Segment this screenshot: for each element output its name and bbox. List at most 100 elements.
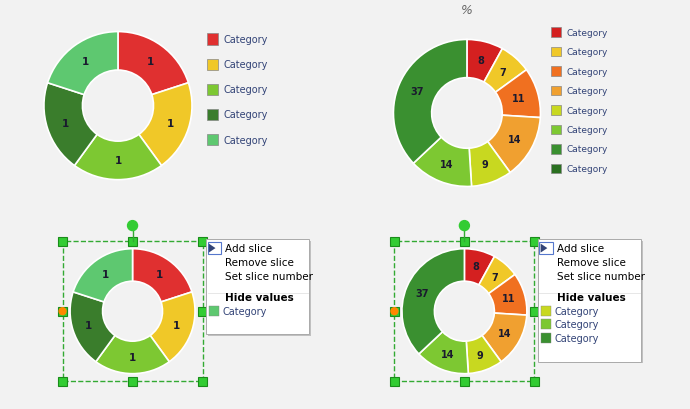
FancyBboxPatch shape: [198, 307, 207, 316]
Wedge shape: [73, 249, 132, 302]
Text: Add slice: Add slice: [557, 243, 604, 254]
Text: 9: 9: [477, 350, 484, 360]
Text: 8: 8: [473, 262, 480, 272]
Text: Category: Category: [566, 164, 608, 173]
FancyBboxPatch shape: [551, 106, 561, 115]
Wedge shape: [139, 83, 192, 166]
Text: 7: 7: [491, 272, 498, 282]
FancyBboxPatch shape: [207, 135, 218, 146]
Text: 1: 1: [101, 269, 109, 279]
Polygon shape: [209, 244, 215, 253]
Wedge shape: [44, 83, 97, 166]
FancyBboxPatch shape: [551, 126, 561, 135]
Wedge shape: [150, 292, 195, 362]
FancyBboxPatch shape: [460, 237, 469, 246]
Wedge shape: [132, 249, 192, 302]
Text: Category: Category: [566, 126, 608, 135]
Text: Category: Category: [554, 333, 599, 343]
Wedge shape: [488, 116, 540, 173]
Wedge shape: [489, 275, 527, 315]
Text: 1: 1: [166, 118, 174, 128]
Wedge shape: [75, 135, 161, 180]
FancyBboxPatch shape: [541, 333, 551, 343]
FancyBboxPatch shape: [530, 307, 539, 316]
Text: Remove slice: Remove slice: [557, 257, 626, 267]
FancyBboxPatch shape: [540, 242, 553, 255]
Text: Category: Category: [554, 306, 599, 316]
Wedge shape: [96, 336, 169, 374]
FancyBboxPatch shape: [206, 240, 309, 335]
Text: 14: 14: [498, 329, 512, 339]
Text: 8: 8: [477, 56, 484, 66]
FancyBboxPatch shape: [551, 164, 561, 174]
Wedge shape: [393, 40, 467, 164]
Text: Category: Category: [223, 85, 268, 95]
FancyBboxPatch shape: [551, 87, 561, 96]
FancyBboxPatch shape: [198, 237, 207, 246]
Wedge shape: [467, 40, 502, 83]
FancyBboxPatch shape: [390, 307, 399, 316]
Text: Category: Category: [566, 106, 608, 115]
Wedge shape: [419, 332, 469, 374]
Wedge shape: [402, 249, 464, 354]
Text: 9: 9: [482, 160, 489, 170]
Text: Set slice number: Set slice number: [557, 271, 645, 281]
FancyBboxPatch shape: [390, 377, 399, 386]
Text: 14: 14: [508, 135, 522, 145]
FancyBboxPatch shape: [207, 59, 218, 70]
FancyBboxPatch shape: [541, 306, 551, 316]
Wedge shape: [413, 138, 471, 187]
Text: 7: 7: [500, 68, 506, 78]
FancyBboxPatch shape: [551, 145, 561, 154]
Wedge shape: [484, 49, 526, 93]
Circle shape: [59, 308, 66, 315]
Text: Category: Category: [223, 60, 268, 70]
Text: 11: 11: [513, 94, 526, 103]
FancyBboxPatch shape: [207, 34, 218, 45]
FancyBboxPatch shape: [530, 237, 539, 246]
Text: 14: 14: [441, 349, 454, 359]
Wedge shape: [469, 142, 510, 187]
Text: 37: 37: [415, 288, 428, 298]
Text: 1: 1: [115, 156, 121, 166]
Text: Category: Category: [223, 35, 268, 45]
FancyBboxPatch shape: [58, 377, 67, 386]
Text: Category: Category: [566, 67, 608, 76]
Text: 37: 37: [411, 87, 424, 97]
Text: Category: Category: [554, 319, 599, 330]
Text: Category: Category: [566, 145, 608, 154]
FancyBboxPatch shape: [209, 306, 219, 316]
Text: 1: 1: [62, 118, 70, 128]
Text: 14: 14: [440, 159, 453, 169]
FancyBboxPatch shape: [58, 237, 67, 246]
Text: 1: 1: [82, 57, 90, 67]
Text: Category: Category: [566, 29, 608, 38]
FancyBboxPatch shape: [207, 110, 218, 121]
Text: Category: Category: [566, 87, 608, 96]
FancyBboxPatch shape: [207, 85, 218, 96]
Text: 1: 1: [173, 321, 180, 330]
Text: 1: 1: [85, 321, 92, 330]
Wedge shape: [118, 32, 188, 95]
FancyBboxPatch shape: [551, 28, 561, 38]
FancyBboxPatch shape: [128, 377, 137, 386]
Wedge shape: [464, 249, 495, 285]
Circle shape: [460, 221, 469, 231]
Text: 1: 1: [146, 57, 154, 67]
FancyBboxPatch shape: [538, 240, 641, 362]
FancyBboxPatch shape: [551, 67, 561, 76]
Text: 1: 1: [129, 353, 136, 362]
Polygon shape: [541, 244, 547, 253]
Text: Add slice: Add slice: [225, 243, 272, 254]
Wedge shape: [466, 336, 501, 374]
Text: 11: 11: [502, 294, 515, 303]
Circle shape: [128, 221, 137, 231]
Text: Category: Category: [223, 110, 268, 120]
Circle shape: [391, 308, 398, 315]
Text: Category: Category: [566, 48, 608, 57]
Text: Hide values: Hide values: [557, 292, 626, 302]
Wedge shape: [479, 257, 515, 294]
Text: Set slice number: Set slice number: [225, 271, 313, 281]
FancyBboxPatch shape: [460, 377, 469, 386]
FancyBboxPatch shape: [198, 377, 207, 386]
